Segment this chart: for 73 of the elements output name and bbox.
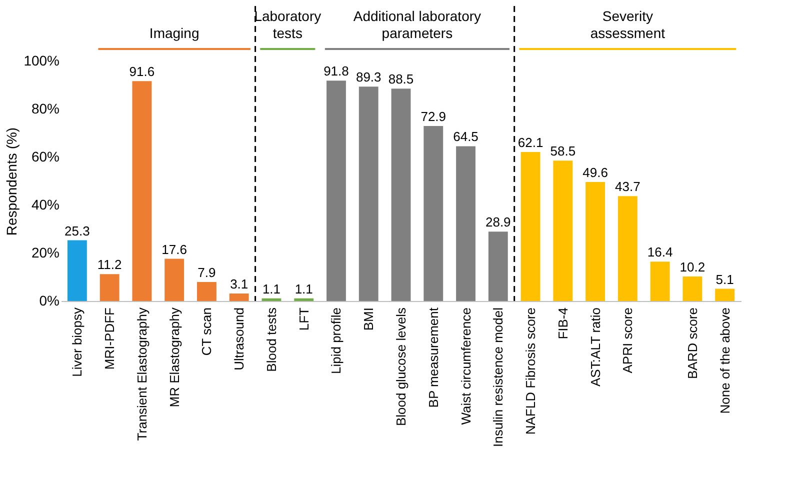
bar [618, 196, 638, 301]
data-label: 17.6 [162, 242, 187, 257]
bar [67, 240, 87, 301]
x-tick-label: Ultrasound [232, 308, 247, 370]
x-tick-label: NAFLD Fibrosis score [523, 308, 538, 435]
bar [520, 152, 540, 301]
x-tick-label: BP measurement [426, 307, 441, 408]
x-tick-label: Blood tests [264, 307, 279, 372]
bar [294, 298, 314, 301]
bar [164, 258, 184, 301]
y-tick-label: 60% [31, 148, 60, 164]
x-tick-label: LFT [296, 307, 312, 331]
bar [553, 160, 573, 301]
data-label: 7.9 [198, 265, 216, 280]
y-tick-label: 80% [31, 100, 60, 116]
x-tick-label: BMI [361, 308, 376, 331]
data-label: 89.3 [356, 70, 382, 85]
text: Additional laboratory parameters [353, 8, 482, 41]
y-tick-label: 0% [39, 292, 60, 308]
y-tick-label: 20% [31, 244, 60, 260]
x-tick-label: FIB-4 [555, 308, 570, 340]
y-tick-label: 40% [31, 196, 60, 212]
text: Imaging [149, 25, 200, 41]
bar [197, 282, 216, 301]
bar [262, 298, 282, 301]
bar [424, 126, 444, 301]
x-tick-label: MR Elastography [166, 307, 182, 408]
bar [715, 288, 735, 301]
data-label: 43.7 [615, 179, 640, 194]
bar [229, 294, 249, 301]
data-label: 62.1 [518, 134, 544, 150]
bar [586, 182, 605, 301]
text: Laboratory tests [254, 8, 322, 41]
y-axis-title: Respondents (%) [4, 127, 20, 236]
x-tick-label: Insulin resistence model [490, 307, 506, 447]
data-label: 91.8 [324, 64, 349, 79]
data-label: 11.2 [97, 257, 122, 272]
x-tick-label: Transient Elastography [134, 307, 150, 441]
text: Severity assessment [590, 8, 666, 41]
data-label: 1.1 [294, 281, 313, 296]
data-label: 5.1 [716, 272, 734, 287]
data-label: 3.1 [230, 276, 248, 292]
data-label: 49.6 [582, 164, 608, 180]
data-label: 91.6 [129, 64, 155, 80]
bar [650, 262, 670, 301]
bar [488, 232, 508, 301]
x-tick-label: MRI-PDFF [102, 307, 118, 370]
bar [358, 86, 378, 301]
x-tick-label: BARD score [684, 308, 700, 380]
data-label: 58.5 [550, 144, 576, 159]
x-tick-label: Waist circumference [458, 308, 474, 425]
x-tick-label: Blood glucose levels [394, 307, 408, 426]
x-tick-label: None of the above [717, 308, 732, 414]
bar [682, 276, 702, 301]
data-label: 28.9 [485, 214, 511, 230]
bar [100, 274, 120, 301]
data-label: 64.5 [453, 129, 478, 144]
y-tick-label: 100% [24, 52, 60, 68]
bar [456, 146, 476, 301]
data-label: 10.2 [680, 260, 706, 275]
bar [132, 81, 152, 301]
x-tick-label: CT scan [199, 308, 214, 356]
data-label: 1.1 [262, 281, 281, 296]
data-label: 88.5 [388, 72, 414, 87]
x-tick-label: AST:ALT ratio [588, 308, 603, 386]
x-tick-label: Lipid profile [328, 308, 344, 374]
x-tick-label: APRI score [620, 308, 636, 374]
data-label: 25.3 [64, 223, 90, 238]
data-label: 16.4 [647, 244, 673, 260]
bar [326, 80, 346, 301]
x-tick-label: Liver biopsy [70, 307, 85, 377]
bar [391, 88, 411, 301]
data-label: 72.9 [420, 109, 446, 124]
